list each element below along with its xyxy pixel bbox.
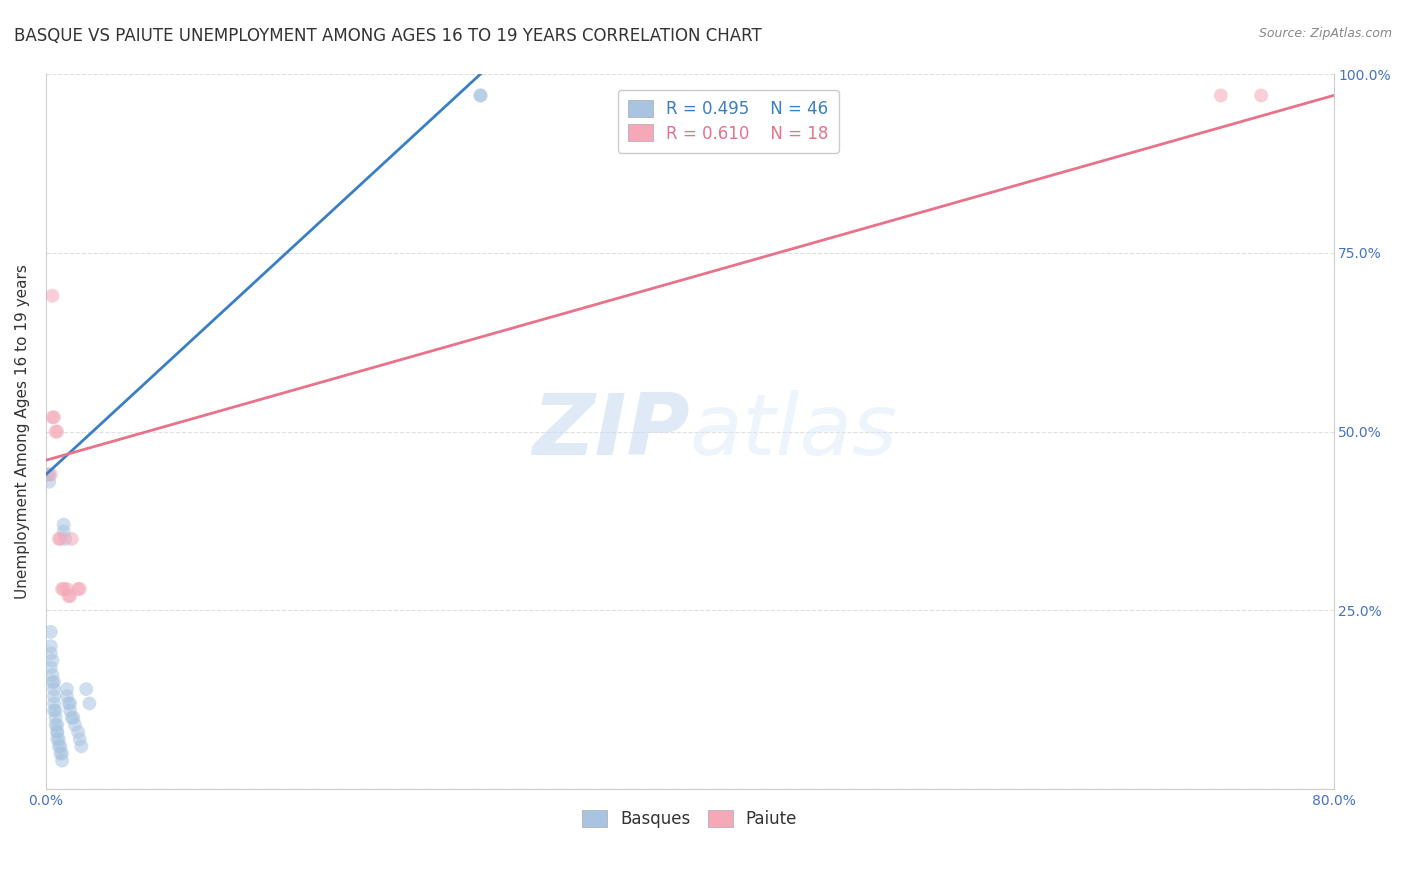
Point <box>60 532 83 546</box>
Point <box>56 690 79 704</box>
Point <box>52 524 75 539</box>
Point <box>38 467 60 482</box>
Point <box>39 467 62 482</box>
Point <box>58 697 80 711</box>
Point <box>49 532 72 546</box>
Point <box>41 410 63 425</box>
Point <box>42 704 65 718</box>
Point <box>46 725 69 739</box>
Point <box>46 718 69 732</box>
Point <box>63 718 86 732</box>
Point <box>45 704 67 718</box>
Point <box>56 682 79 697</box>
Point <box>1209 88 1232 103</box>
Point <box>41 653 63 667</box>
Point <box>59 697 82 711</box>
Point <box>470 88 492 103</box>
Point <box>49 739 72 754</box>
Point <box>52 517 75 532</box>
Y-axis label: Unemployment Among Ages 16 to 19 years: Unemployment Among Ages 16 to 19 years <box>15 264 30 599</box>
Point <box>39 624 62 639</box>
Point <box>41 667 63 681</box>
Point <box>62 711 84 725</box>
Point <box>41 675 63 690</box>
Text: ZIP: ZIP <box>531 390 690 473</box>
Text: Source: ZipAtlas.com: Source: ZipAtlas.com <box>1258 27 1392 40</box>
Point <box>1250 88 1272 103</box>
Point <box>70 739 93 754</box>
Point <box>49 747 72 761</box>
Point <box>42 697 65 711</box>
Text: atlas: atlas <box>690 390 898 473</box>
Point <box>67 582 90 596</box>
Point <box>38 475 60 489</box>
Point <box>48 739 70 754</box>
Point <box>39 646 62 660</box>
Point <box>58 589 80 603</box>
Point <box>46 425 69 439</box>
Point <box>75 682 97 697</box>
Point <box>45 425 67 439</box>
Point <box>59 589 82 603</box>
Point <box>51 754 73 768</box>
Point <box>39 660 62 674</box>
Point <box>470 88 492 103</box>
Point <box>56 582 79 596</box>
Point <box>48 732 70 747</box>
Point <box>37 467 59 482</box>
Point <box>59 704 82 718</box>
Point <box>51 747 73 761</box>
Point <box>52 582 75 596</box>
Point <box>60 711 83 725</box>
Point <box>42 675 65 690</box>
Point <box>46 732 69 747</box>
Point <box>42 682 65 697</box>
Point <box>51 582 73 596</box>
Point <box>48 532 70 546</box>
Legend: Basques, Paiute: Basques, Paiute <box>575 803 804 835</box>
Point <box>67 725 90 739</box>
Point <box>45 711 67 725</box>
Point <box>39 639 62 653</box>
Point <box>69 732 91 747</box>
Point <box>42 690 65 704</box>
Point <box>53 532 76 546</box>
Point <box>79 697 101 711</box>
Point <box>45 718 67 732</box>
Point <box>46 725 69 739</box>
Point <box>41 289 63 303</box>
Point <box>69 582 91 596</box>
Point <box>42 410 65 425</box>
Text: BASQUE VS PAIUTE UNEMPLOYMENT AMONG AGES 16 TO 19 YEARS CORRELATION CHART: BASQUE VS PAIUTE UNEMPLOYMENT AMONG AGES… <box>14 27 762 45</box>
